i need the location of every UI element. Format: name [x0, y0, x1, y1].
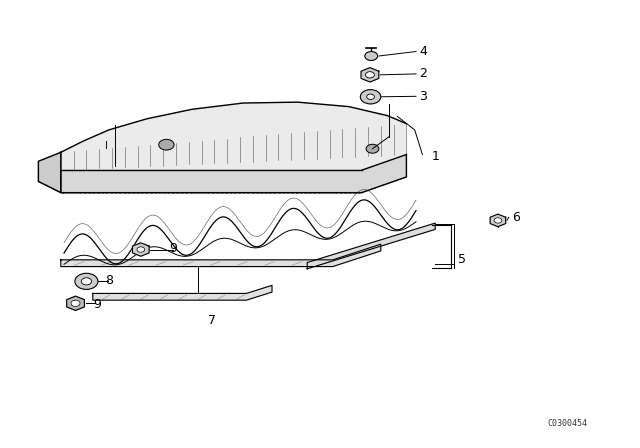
Polygon shape	[93, 285, 272, 300]
Polygon shape	[38, 152, 61, 193]
Text: C0300454: C0300454	[547, 419, 588, 428]
Circle shape	[137, 247, 145, 252]
Polygon shape	[61, 155, 406, 193]
Text: 2: 2	[419, 67, 427, 81]
Text: 8: 8	[106, 273, 114, 287]
Circle shape	[494, 218, 502, 223]
Polygon shape	[67, 296, 84, 310]
Text: 5: 5	[458, 253, 466, 267]
Circle shape	[360, 90, 381, 104]
Text: 4: 4	[419, 45, 427, 58]
Polygon shape	[490, 214, 506, 227]
Text: I: I	[106, 141, 108, 151]
Polygon shape	[307, 223, 435, 269]
Circle shape	[71, 300, 80, 306]
Polygon shape	[61, 102, 406, 170]
Text: 9: 9	[170, 242, 177, 255]
Text: 7: 7	[208, 314, 216, 327]
Circle shape	[367, 94, 374, 99]
Circle shape	[365, 52, 378, 60]
Polygon shape	[61, 244, 381, 267]
Text: 1: 1	[432, 150, 440, 164]
Circle shape	[366, 144, 379, 153]
Circle shape	[75, 273, 98, 289]
Text: 9: 9	[93, 298, 100, 311]
Text: 3: 3	[419, 90, 427, 103]
Text: 6: 6	[512, 211, 520, 224]
Polygon shape	[132, 243, 149, 256]
Polygon shape	[361, 68, 379, 82]
Circle shape	[159, 139, 174, 150]
Circle shape	[365, 72, 374, 78]
Circle shape	[81, 278, 92, 285]
